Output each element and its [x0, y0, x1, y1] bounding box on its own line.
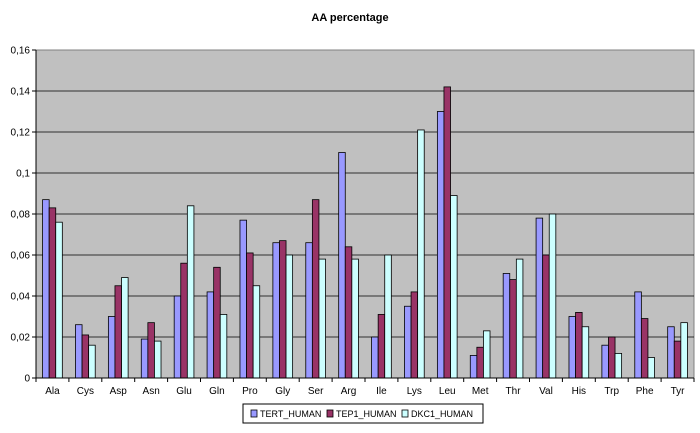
- bar-tep1-human-leu: [443, 86, 451, 379]
- bar-tert-human-cys: [75, 324, 83, 379]
- legend-box: [242, 403, 484, 424]
- bar-tep1-human-cys: [81, 334, 90, 379]
- bar-dkc1-human-tyr: [680, 322, 688, 379]
- y-tick-label: 0,04: [11, 292, 31, 303]
- bar-tert-human-leu: [436, 111, 445, 379]
- bar-tert-human-arg: [338, 152, 346, 379]
- bar-dkc1-human-lys: [417, 129, 425, 379]
- bar-dkc1-human-met: [483, 330, 491, 379]
- bar-dkc1-human-ser: [318, 258, 326, 379]
- bar-tert-human-asp: [107, 316, 116, 379]
- x-tick-label: Met: [472, 386, 489, 397]
- y-tick-label: 0,08: [11, 210, 31, 221]
- bar-tep1-human-gly: [279, 240, 287, 379]
- y-tick-label: 0,02: [11, 333, 31, 344]
- bar-dkc1-human-ile: [384, 254, 392, 379]
- y-tick-label: 0,06: [11, 251, 31, 262]
- bar-tert-human-ser: [305, 242, 313, 379]
- bar-dkc1-human-thr: [515, 258, 524, 379]
- bar-tert-human-tyr: [667, 326, 675, 379]
- bar-tep1-human-pro: [246, 252, 254, 379]
- bar-tep1-human-lys: [410, 291, 419, 379]
- bar-tep1-human-trp: [608, 336, 616, 379]
- bar-dkc1-human-ala: [55, 221, 63, 379]
- bar-tert-human-lys: [404, 305, 412, 379]
- y-tick-label: 0,16: [11, 46, 31, 57]
- bar-dkc1-human-arg: [351, 258, 359, 379]
- legend-swatch-tert-human: [250, 409, 258, 418]
- x-tick-label: Val: [539, 386, 553, 397]
- bar-tert-human-met: [469, 355, 478, 379]
- bar-tep1-human-ala: [48, 207, 57, 379]
- bar-dkc1-human-val: [548, 213, 557, 379]
- bar-dkc1-human-trp: [614, 352, 623, 379]
- y-tick-label: 0,14: [11, 87, 31, 98]
- bar-tert-human-ala: [42, 199, 50, 379]
- bar-dkc1-human-gln: [219, 314, 228, 379]
- bar-dkc1-human-glu: [186, 205, 195, 379]
- x-tick-label: Tyr: [671, 386, 686, 397]
- x-tick-label: Ile: [376, 386, 387, 397]
- x-tick-label: Thr: [506, 386, 522, 397]
- x-tick-label: His: [572, 386, 586, 397]
- x-tick-label: Arg: [341, 386, 357, 397]
- bar-tep1-human-his: [575, 311, 583, 379]
- y-tick-label: 0: [24, 374, 30, 385]
- bar-tert-human-asn: [140, 338, 149, 379]
- bar-dkc1-human-gly: [285, 254, 294, 379]
- x-tick-label: Gly: [275, 386, 290, 397]
- bar-tep1-human-glu: [180, 262, 188, 379]
- bar-tep1-human-thr: [509, 279, 517, 379]
- bar-tep1-human-asp: [114, 285, 122, 379]
- bar-tep1-human-asn: [147, 322, 155, 379]
- x-tick-label: Trp: [604, 386, 619, 397]
- bar-tert-human-trp: [601, 344, 609, 379]
- bar-dkc1-human-asn: [154, 340, 162, 379]
- legend-swatch-tep1-human: [326, 409, 334, 418]
- bar-tep1-human-ile: [377, 314, 386, 379]
- y-tick-label: 0,1: [16, 169, 30, 180]
- bar-tert-human-gln: [206, 291, 215, 379]
- bar-tep1-human-met: [476, 346, 484, 379]
- y-tick-label: 0,12: [11, 128, 31, 139]
- bar-dkc1-human-phe: [647, 357, 655, 379]
- bar-tert-human-pro: [239, 219, 247, 379]
- x-tick-label: Ala: [45, 386, 60, 397]
- x-tick-label: Gln: [209, 386, 225, 397]
- legend-swatch-dkc1-human: [401, 409, 409, 418]
- bar-tert-human-val: [535, 217, 544, 379]
- bar-dkc1-human-cys: [88, 344, 96, 379]
- bar-tert-human-ile: [371, 336, 379, 379]
- x-tick-label: Leu: [439, 386, 456, 397]
- x-tick-label: Asn: [143, 386, 160, 397]
- x-tick-label: Phe: [636, 386, 654, 397]
- bar-dkc1-human-his: [581, 326, 590, 379]
- bar-tep1-human-tyr: [673, 340, 682, 379]
- bar-dkc1-human-asp: [121, 277, 129, 379]
- bar-tert-human-thr: [502, 273, 511, 379]
- bar-tep1-human-arg: [344, 246, 353, 379]
- x-tick-label: Asp: [110, 386, 128, 397]
- legend-label-dkc1-human: DKC1_HUMAN: [411, 409, 473, 419]
- legend-label-tert-human: TERT_HUMAN: [260, 409, 321, 419]
- bar-tep1-human-gln: [213, 266, 221, 379]
- bar-tep1-human-val: [542, 254, 550, 379]
- bar-dkc1-human-leu: [450, 195, 458, 379]
- bar-tep1-human-phe: [640, 318, 649, 379]
- x-tick-label: Cys: [77, 386, 94, 397]
- x-tick-label: Lys: [407, 386, 422, 397]
- x-tick-label: Pro: [242, 386, 258, 397]
- bar-tep1-human-ser: [311, 199, 320, 379]
- chart-title: AA percentage: [311, 12, 388, 24]
- x-tick-label: Glu: [176, 386, 192, 397]
- bar-tert-human-glu: [173, 295, 182, 379]
- legend-label-tep1-human: TEP1_HUMAN: [336, 409, 397, 419]
- x-tick-label: Ser: [308, 386, 324, 397]
- bar-tert-human-his: [568, 316, 576, 379]
- bar-dkc1-human-pro: [252, 285, 261, 379]
- bar-tert-human-phe: [634, 291, 642, 379]
- bar-tert-human-gly: [272, 242, 280, 379]
